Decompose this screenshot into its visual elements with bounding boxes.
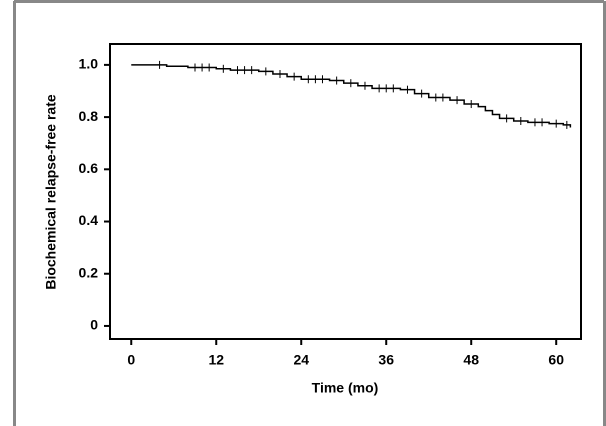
x-tick-label: 36 [378, 352, 394, 368]
y-tick-label: 0.6 [79, 160, 99, 176]
survival-curve [131, 64, 572, 128]
y-tick-label: 0.4 [79, 212, 99, 228]
x-axis-label: Time (mo) [312, 380, 379, 396]
y-tick-label: 1.0 [79, 56, 99, 72]
y-tick-label: 0.2 [79, 264, 99, 280]
y-tick-label: 0.8 [79, 108, 99, 124]
x-tick-label: 12 [208, 352, 224, 368]
x-tick-label: 48 [463, 352, 479, 368]
plot-area [109, 43, 582, 340]
x-tick-label: 60 [548, 352, 564, 368]
x-tick-label: 24 [293, 352, 309, 368]
y-tick-label: 0 [90, 317, 98, 333]
x-tick-label: 0 [127, 352, 135, 368]
y-axis-label: Biochemical relapse-free rate [43, 94, 59, 290]
